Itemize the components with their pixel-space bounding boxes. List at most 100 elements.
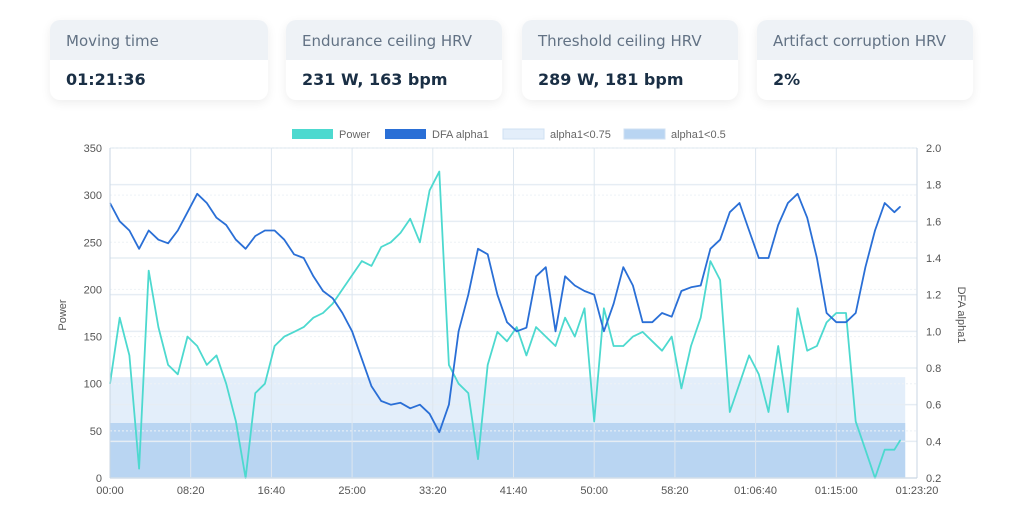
data-point [312,275,314,277]
y-tick-label-right: 1.4 [926,253,941,265]
data-point [642,321,644,323]
data-point [506,321,508,323]
data-point [390,404,392,406]
data-point [361,260,363,262]
y-tick-label-right: 0.6 [926,400,941,412]
data-point [612,303,615,305]
data-point [138,248,140,250]
data-point [341,288,344,291]
data-point [661,350,663,352]
data-point [119,317,121,319]
data-point [855,312,857,314]
data-point [177,373,179,375]
band-alpha-below-0-5 [110,423,906,478]
data-point [274,229,276,232]
data-point [196,193,198,195]
data-point [467,392,469,394]
data-point [332,297,334,299]
data-point [496,331,498,333]
y-tick-label-right: 0.4 [926,436,941,448]
data-point [651,340,653,342]
data-point [748,229,750,232]
data-point [516,330,518,332]
x-tick-label: 50:00 [580,485,608,497]
data-point [583,307,586,309]
data-point [283,335,285,338]
data-point [893,449,896,451]
legend-label: DFA alpha1 [432,129,489,141]
data-point [787,202,789,204]
data-point [351,274,353,276]
data-point [215,354,218,357]
card-value: 231 W, 163 bpm [302,70,448,89]
data-point [283,239,285,241]
y-tick-label-left: 50 [90,426,102,438]
data-point [554,330,557,332]
y-tick-label-left: 250 [84,237,102,249]
legend-label: Power [339,129,371,141]
y-tick-label-left: 0 [96,473,102,485]
data-point [458,383,460,385]
data-point [380,246,382,248]
data-point [884,449,886,451]
data-point [419,404,421,406]
data-point [574,284,576,287]
data-point [709,248,712,250]
data-point [632,335,634,338]
y-tick-label-left: 200 [84,284,102,296]
data-point [777,345,779,347]
legend-label: alpha1<0.75 [550,129,611,141]
data-point [225,224,227,226]
data-point [322,290,324,292]
data-point [186,335,189,338]
data-point [899,206,901,208]
data-point [700,284,702,287]
data-point [225,383,227,385]
data-point [554,345,557,347]
legend-label: alpha1<0.5 [671,129,726,141]
data-point [583,290,586,292]
card-threshold-ceiling: Threshold ceiling HRV 289 W, 181 bpm [522,20,738,100]
x-tick-label: 16:40 [258,485,286,497]
data-point [496,294,498,296]
data-point [516,326,518,328]
y-tick-label-left: 100 [84,379,102,391]
data-point [390,241,392,243]
data-point [332,302,334,305]
data-point [642,331,644,333]
data-point [632,284,634,287]
data-point [816,257,818,259]
data-point [196,345,198,347]
y-tick-label-right: 0.2 [926,473,941,485]
data-point [864,449,866,451]
data-point [855,420,857,423]
data-point [680,387,682,390]
data-point [622,345,624,347]
legend-swatch [502,128,545,140]
y-axis-left-label: Power [57,299,69,331]
data-point [264,383,266,385]
y-tick-label-right: 2.0 [926,143,941,155]
data-point [574,335,576,338]
data-point [235,420,237,423]
legend-swatch [623,128,666,140]
y-tick-label-left: 150 [84,332,102,344]
data-point [835,321,837,323]
data-point [899,439,901,441]
data-point [545,335,547,338]
data-point [128,229,130,232]
data-point [399,232,402,234]
data-point [593,294,595,296]
data-point [690,286,692,288]
data-point [671,316,673,318]
data-point [351,330,353,332]
y-tick-label-right: 1.2 [926,290,941,302]
card-artifact-corruption: Artifact corruption HRV 2% [757,20,973,100]
x-tick-label: 41:40 [500,485,528,497]
data-point [680,290,682,292]
data-point [845,312,847,314]
data-point [186,211,189,213]
data-point [845,321,847,323]
data-point [651,321,653,323]
data-point [806,350,808,352]
